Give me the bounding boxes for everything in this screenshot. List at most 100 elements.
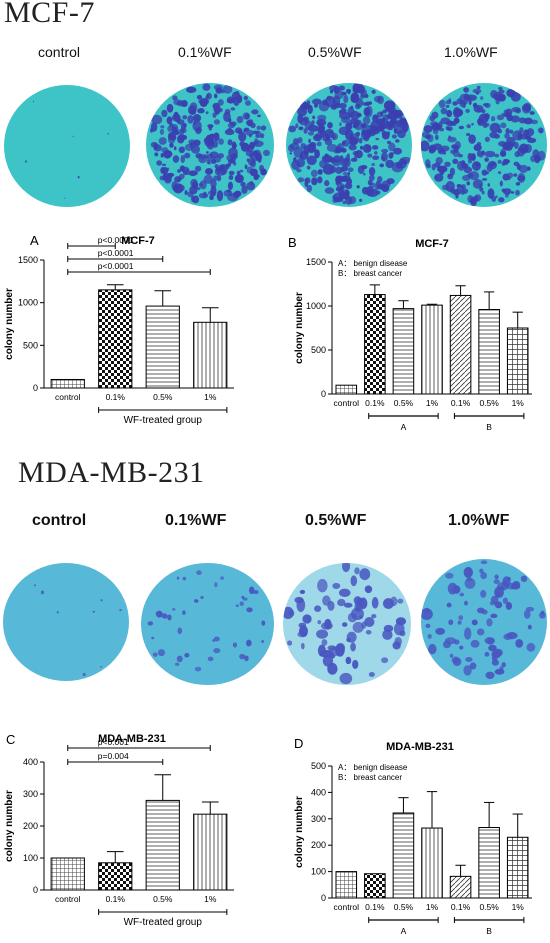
dish-label-01-top: 0.1%WF	[178, 44, 232, 60]
colony	[476, 141, 482, 146]
colony	[300, 101, 310, 111]
colony	[497, 128, 503, 134]
colony	[329, 654, 335, 659]
colony	[318, 124, 326, 132]
colony	[183, 123, 187, 128]
colony	[206, 153, 214, 162]
colony	[352, 150, 359, 156]
colony	[243, 95, 248, 101]
colony	[476, 628, 485, 636]
colony	[485, 171, 489, 175]
colony	[349, 139, 356, 146]
colony	[452, 158, 459, 165]
colony	[502, 188, 512, 195]
group-label: WF-treated group	[124, 415, 203, 426]
y-axis-label: colony number	[4, 790, 15, 862]
colony	[364, 585, 373, 594]
colony	[317, 644, 326, 657]
colony	[289, 152, 293, 155]
colony	[457, 620, 462, 625]
colony	[184, 652, 190, 658]
x-tick-label: 0.1%	[451, 902, 471, 912]
colony	[514, 141, 519, 150]
colony	[185, 169, 191, 176]
colony	[386, 178, 395, 185]
colony	[316, 629, 329, 639]
colony	[438, 99, 446, 109]
colony	[380, 111, 384, 116]
colony	[359, 198, 363, 203]
colony	[362, 116, 371, 125]
colony	[297, 177, 305, 183]
colony	[301, 642, 305, 650]
colony	[248, 586, 255, 595]
colony	[515, 189, 520, 196]
colony	[446, 602, 452, 608]
colony	[322, 99, 328, 106]
colony	[213, 155, 222, 163]
colony	[501, 662, 506, 668]
colony	[232, 642, 238, 648]
chart-c: C MDA-MB-231 0 100 200 300 400 colony number con…	[4, 732, 234, 928]
colony	[157, 649, 166, 657]
colony	[155, 611, 160, 616]
colony	[329, 85, 338, 92]
colony	[248, 157, 255, 166]
colony	[347, 612, 357, 623]
colony	[476, 150, 482, 157]
colony	[189, 170, 199, 176]
colony	[349, 134, 354, 140]
bar-1	[364, 873, 386, 899]
colony	[160, 153, 164, 158]
colony	[456, 184, 465, 192]
colony	[393, 622, 405, 636]
colony	[440, 117, 451, 125]
y-tick-label: 1000	[306, 301, 326, 311]
colony	[496, 114, 505, 121]
colony	[213, 636, 220, 642]
colony	[317, 620, 322, 625]
colony	[454, 108, 464, 117]
colony	[207, 124, 214, 129]
bar-4	[449, 875, 472, 899]
colony	[235, 604, 239, 608]
colony	[488, 644, 497, 652]
colony	[196, 570, 202, 576]
colony	[503, 113, 510, 118]
plate-mda-0.5	[283, 563, 411, 685]
chart-title: MDA-MB-231	[386, 741, 454, 753]
colony	[199, 98, 208, 107]
colony	[465, 567, 471, 572]
colony	[311, 177, 318, 186]
colony	[197, 108, 205, 114]
colony	[493, 648, 503, 657]
comparison-label: p<0.001	[98, 737, 129, 747]
colony	[77, 176, 80, 179]
colony	[371, 597, 379, 609]
colony	[523, 117, 533, 125]
colony	[445, 572, 454, 579]
x-tick-label: control	[55, 392, 81, 402]
colony	[182, 610, 186, 615]
y-axis-label: colony number	[4, 288, 15, 360]
colony	[371, 162, 376, 167]
colony	[317, 130, 321, 134]
colony	[428, 643, 437, 655]
colony	[462, 188, 469, 194]
colony	[166, 116, 173, 125]
colony	[152, 652, 158, 657]
colony	[342, 172, 349, 176]
colony	[100, 665, 102, 668]
colony	[539, 128, 543, 134]
colony	[184, 152, 191, 159]
colony	[341, 91, 347, 96]
colony	[434, 175, 437, 180]
panel-letter: D	[294, 736, 303, 751]
colony	[300, 143, 307, 150]
comparison-label: p=0.004	[98, 751, 129, 761]
colony	[465, 108, 470, 113]
colony	[484, 637, 496, 645]
colony	[344, 182, 353, 190]
colony	[340, 175, 349, 182]
colony	[465, 94, 477, 102]
